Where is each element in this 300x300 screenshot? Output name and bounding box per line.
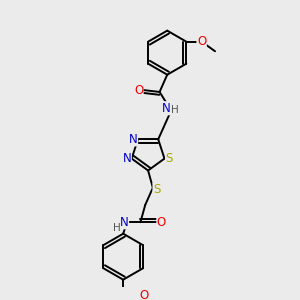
Text: N: N	[122, 152, 131, 165]
Text: S: S	[166, 152, 173, 165]
Text: O: O	[140, 289, 149, 300]
Text: H: H	[112, 223, 120, 233]
Text: N: N	[162, 102, 171, 115]
Text: N: N	[129, 133, 137, 146]
Text: O: O	[134, 83, 143, 97]
Text: H: H	[171, 105, 179, 115]
Text: O: O	[197, 35, 206, 48]
Text: O: O	[157, 216, 166, 229]
Text: S: S	[153, 183, 160, 196]
Text: N: N	[120, 216, 128, 229]
